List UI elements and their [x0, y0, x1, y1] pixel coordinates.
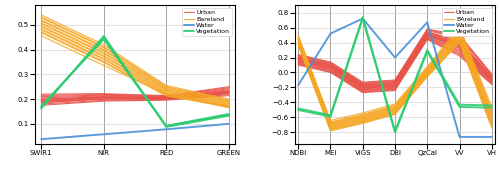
Legend: Urban, BAreland, Water, Vegetation: Urban, BAreland, Water, Vegetation — [442, 8, 492, 36]
Legend: Urban, Bareland, Water, Vegetation: Urban, Bareland, Water, Vegetation — [182, 8, 232, 36]
